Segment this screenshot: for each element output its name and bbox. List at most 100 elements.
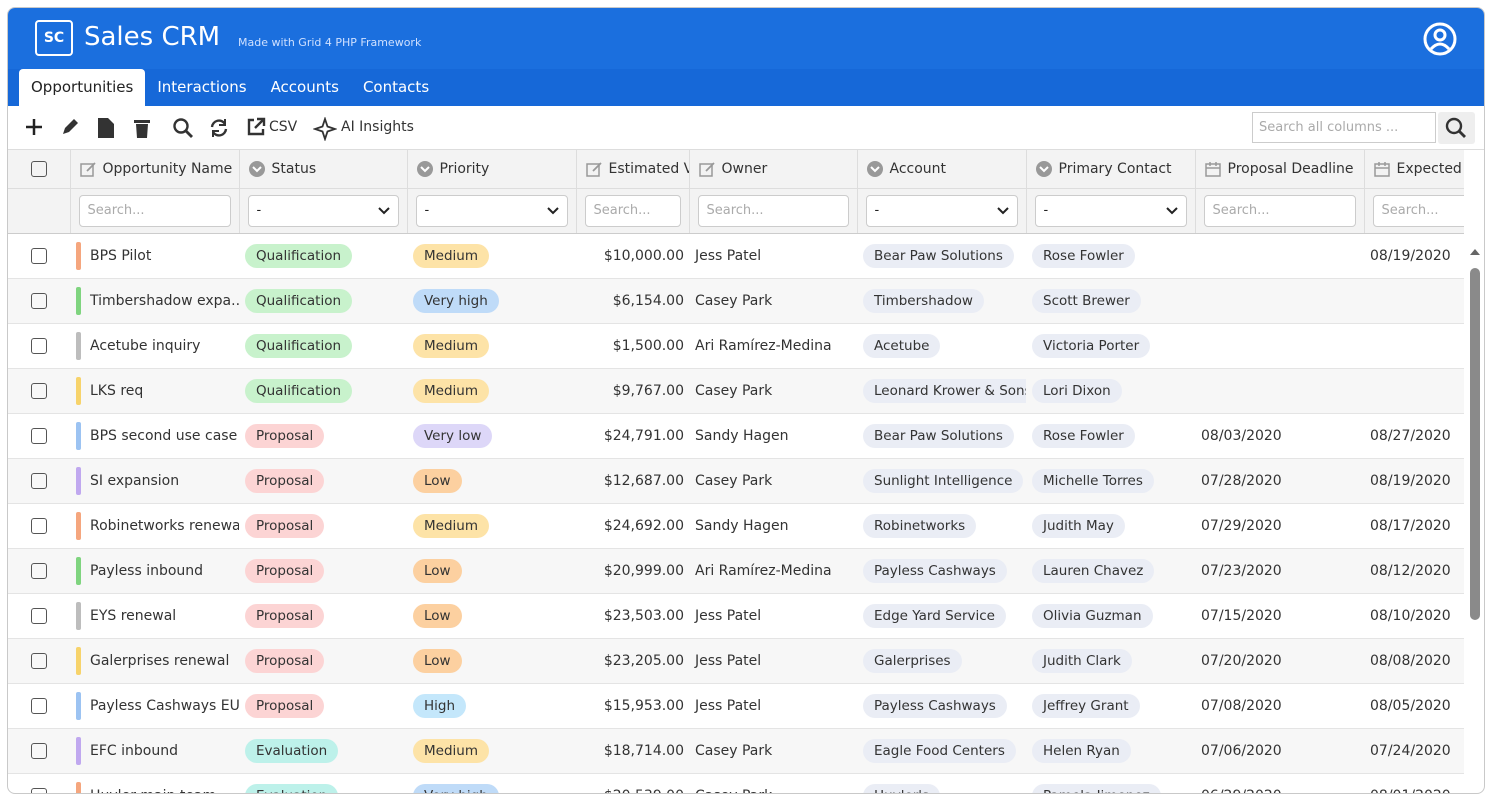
checkbox[interactable] bbox=[31, 743, 47, 759]
tab[interactable]: Contacts bbox=[351, 69, 441, 106]
account-chip: Payless Cashways bbox=[863, 559, 1007, 583]
priority-chip: Medium bbox=[413, 739, 489, 763]
column-header[interactable]: Primary Contact bbox=[1026, 150, 1195, 188]
checkbox[interactable] bbox=[31, 563, 47, 579]
filter-select[interactable]: - bbox=[248, 195, 399, 227]
data-row[interactable]: EFC inboundEvaluationMedium$18,714.00Cas… bbox=[8, 728, 1464, 773]
ai-insights-button[interactable]: AI Insights bbox=[341, 119, 414, 135]
ai-icon[interactable] bbox=[313, 117, 337, 141]
status-chip: Proposal bbox=[245, 559, 324, 583]
header: SC Sales CRM Made with Grid 4 PHP Framew… bbox=[8, 8, 1484, 69]
data-row[interactable]: EYS renewalProposalLow$23,503.00Jess Pat… bbox=[8, 593, 1464, 638]
expected-close: 08/01/2020 bbox=[1370, 788, 1451, 795]
status-chip: Qualification bbox=[245, 334, 352, 358]
tab[interactable]: Opportunities bbox=[19, 69, 145, 106]
export-icon[interactable] bbox=[246, 117, 266, 137]
filter-cell: Search... bbox=[70, 188, 239, 233]
global-search-button[interactable] bbox=[1438, 112, 1475, 144]
checkbox[interactable] bbox=[31, 788, 47, 795]
contact-cell: Judith May bbox=[1026, 503, 1195, 548]
data-row[interactable]: Huyler main teamEvaluationVery high$20,5… bbox=[8, 773, 1464, 794]
filter-select[interactable]: - bbox=[866, 195, 1018, 227]
column-header[interactable]: Estimated Value bbox=[576, 150, 689, 188]
checkbox[interactable] bbox=[31, 248, 47, 264]
owner: Casey Park bbox=[689, 368, 857, 413]
checkbox[interactable] bbox=[31, 293, 47, 309]
status-cell: Proposal bbox=[239, 458, 407, 503]
expected-close: 08/08/2020 bbox=[1370, 653, 1451, 669]
data-row[interactable]: Timbershadow expa...QualificationVery hi… bbox=[8, 278, 1464, 323]
checkbox[interactable] bbox=[31, 338, 47, 354]
account-cell: Edge Yard Service bbox=[857, 593, 1026, 638]
subtitle: Made with Grid 4 PHP Framework bbox=[238, 36, 421, 49]
user-icon[interactable] bbox=[1422, 21, 1458, 57]
data-row[interactable]: Payless Cashways EUProposalHigh$15,953.0… bbox=[8, 683, 1464, 728]
contact-chip: Rose Fowler bbox=[1032, 424, 1135, 448]
row-color-bar bbox=[76, 422, 81, 450]
filter-input[interactable]: Search... bbox=[1204, 195, 1356, 227]
filter-cell: - bbox=[407, 188, 576, 233]
column-header[interactable]: Account bbox=[857, 150, 1026, 188]
checkbox[interactable] bbox=[31, 161, 47, 177]
add-button[interactable] bbox=[24, 117, 44, 137]
data-row[interactable]: LKS reqQualificationMedium$9,767.00Casey… bbox=[8, 368, 1464, 413]
name-cell: LKS req bbox=[70, 368, 239, 413]
priority-chip: Low bbox=[413, 604, 462, 628]
column-header[interactable]: Owner bbox=[689, 150, 857, 188]
contact-cell: Jeffrey Grant bbox=[1026, 683, 1195, 728]
deadline-cell bbox=[1195, 278, 1364, 323]
column-header[interactable]: Opportunity Name bbox=[70, 150, 239, 188]
app: SC Sales CRM Made with Grid 4 PHP Framew… bbox=[7, 7, 1485, 794]
account-chip: Timbershadow bbox=[863, 289, 984, 313]
row-color-bar bbox=[76, 332, 81, 360]
account-cell: Bear Paw Solutions bbox=[857, 413, 1026, 458]
new-button[interactable] bbox=[96, 117, 116, 139]
checkbox[interactable] bbox=[31, 608, 47, 624]
edit-button[interactable] bbox=[60, 117, 80, 137]
filter-input[interactable]: Search... bbox=[698, 195, 849, 227]
checkbox[interactable] bbox=[31, 473, 47, 489]
csv-button[interactable]: CSV bbox=[269, 119, 297, 135]
data-row[interactable]: Payless inboundProposalLow$20,999.00Ari … bbox=[8, 548, 1464, 593]
estimated-value: $24,692.00 bbox=[576, 503, 689, 548]
refresh-button[interactable] bbox=[208, 117, 230, 139]
checkbox[interactable] bbox=[31, 518, 47, 534]
status-chip: Evaluation bbox=[245, 784, 338, 795]
tab[interactable]: Accounts bbox=[259, 69, 351, 106]
delete-button[interactable] bbox=[132, 117, 152, 139]
column-header[interactable]: Expected Close bbox=[1364, 150, 1464, 188]
column-header[interactable]: Priority bbox=[407, 150, 576, 188]
data-row[interactable]: SI expansionProposalLow$12,687.00Casey P… bbox=[8, 458, 1464, 503]
data-row[interactable]: Galerprises renewalProposalLow$23,205.00… bbox=[8, 638, 1464, 683]
estimated-value: $1,500.00 bbox=[576, 323, 689, 368]
proposal-deadline: 07/23/2020 bbox=[1201, 563, 1282, 579]
close-cell: 08/08/2020 bbox=[1364, 638, 1464, 683]
data-row[interactable]: BPS second use caseProposalVery low$24,7… bbox=[8, 413, 1464, 458]
filter-select[interactable]: - bbox=[1035, 195, 1187, 227]
column-header[interactable]: Status bbox=[239, 150, 407, 188]
search-button[interactable] bbox=[172, 117, 194, 139]
status-cell: Proposal bbox=[239, 413, 407, 458]
filter-input[interactable]: Search... bbox=[79, 195, 231, 227]
checkbox[interactable] bbox=[31, 698, 47, 714]
data-row[interactable]: Robinetworks renewalProposalMedium$24,69… bbox=[8, 503, 1464, 548]
checkbox-cell bbox=[8, 548, 70, 593]
scrollbar[interactable] bbox=[1465, 240, 1485, 794]
data-row[interactable]: BPS PilotQualificationMedium$10,000.00Je… bbox=[8, 233, 1464, 278]
expected-close: 08/19/2020 bbox=[1370, 473, 1451, 489]
checkbox[interactable] bbox=[31, 428, 47, 444]
account-cell: Eagle Food Centers bbox=[857, 728, 1026, 773]
filter-input[interactable]: Search... bbox=[585, 195, 681, 227]
priority-cell: Very high bbox=[407, 278, 576, 323]
checkbox[interactable] bbox=[31, 653, 47, 669]
column-header[interactable]: Proposal Deadline bbox=[1195, 150, 1364, 188]
global-search[interactable]: Search all columns ... bbox=[1252, 112, 1436, 143]
checkbox[interactable] bbox=[31, 383, 47, 399]
filter-select[interactable]: - bbox=[416, 195, 568, 227]
column-title: Owner bbox=[722, 161, 768, 177]
filter-input[interactable]: Search... bbox=[1373, 195, 1465, 227]
tab[interactable]: Interactions bbox=[145, 69, 258, 106]
expected-close: 08/12/2020 bbox=[1370, 563, 1451, 579]
data-row[interactable]: Acetube inquiryQualificationMedium$1,500… bbox=[8, 323, 1464, 368]
owner: Casey Park bbox=[689, 458, 857, 503]
